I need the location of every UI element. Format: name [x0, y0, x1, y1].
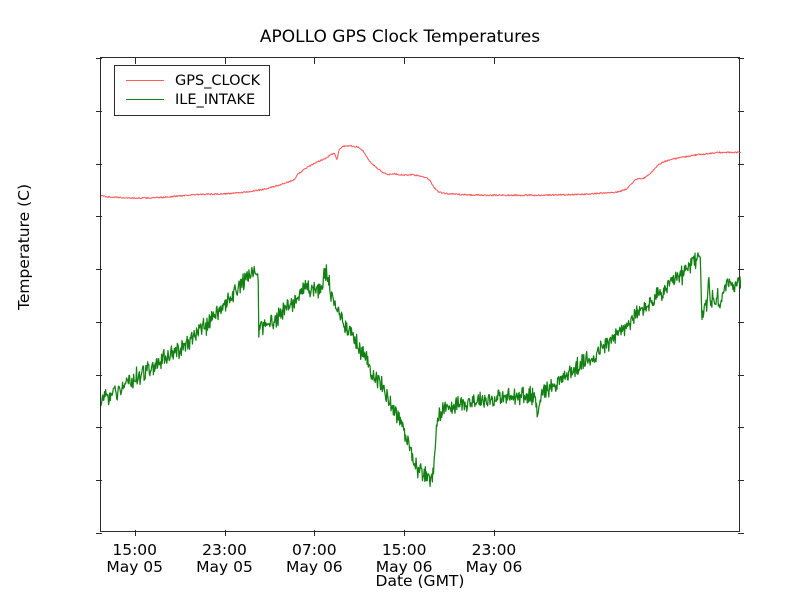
- x-tick: [404, 530, 406, 536]
- y-tick: [96, 480, 102, 482]
- legend: GPS_CLOCK ILE_INTAKE: [114, 65, 271, 116]
- y-tick-right: [738, 321, 744, 323]
- y-tick: [96, 163, 102, 165]
- x-tick-time: 15:00: [381, 541, 427, 559]
- x-tick-date: May 05: [106, 558, 164, 577]
- x-tick-date: May 06: [465, 558, 523, 577]
- legend-swatch-ile-intake: [126, 99, 164, 100]
- x-tick-top: [493, 58, 495, 64]
- x-tick: [224, 530, 226, 536]
- x-tick-time: 23:00: [202, 541, 247, 559]
- y-tick: [96, 321, 102, 323]
- legend-label-ile-intake: ILE_INTAKE: [175, 91, 256, 108]
- legend-label-gps-clock: GPS_CLOCK: [175, 72, 261, 89]
- y-tick: [96, 533, 102, 534]
- x-tick-top: [404, 58, 406, 64]
- x-tick-date: May 06: [375, 558, 433, 577]
- y-tick-right: [738, 533, 744, 534]
- legend-swatch-gps-clock: [126, 80, 164, 81]
- y-tick: [96, 269, 102, 271]
- y-tick-right: [738, 216, 744, 218]
- x-tick-top: [224, 58, 226, 64]
- legend-item: ILE_INTAKE: [124, 90, 260, 109]
- x-tick-date: May 06: [285, 558, 343, 577]
- series-plot: [101, 144, 741, 488]
- x-tick-label: 15:00 May 06: [344, 541, 464, 577]
- x-tick-top: [134, 58, 136, 64]
- y-tick-right: [738, 163, 744, 165]
- x-tick-time: 23:00: [471, 541, 517, 559]
- x-tick-time: 07:00: [291, 541, 337, 559]
- x-tick-label: 15:00 May 05: [75, 541, 195, 577]
- x-tick-label: 23:00 May 06: [434, 541, 554, 577]
- y-tick: [96, 216, 102, 218]
- series-line-ile-intake: [101, 252, 741, 488]
- x-tick-label: 23:00 May 05: [165, 541, 285, 577]
- x-tick-label: 07:00 May 06: [254, 541, 374, 577]
- legend-item: GPS_CLOCK: [124, 71, 260, 90]
- page-title: APOLLO GPS Clock Temperatures: [259, 27, 541, 47]
- y-tick-right: [738, 269, 744, 271]
- x-tick-date: May 05: [196, 558, 253, 577]
- x-tick: [134, 530, 136, 536]
- x-tick: [314, 530, 316, 536]
- y-tick-right: [738, 480, 744, 482]
- y-tick-right: [738, 374, 744, 376]
- y-tick-right: [738, 427, 744, 429]
- x-axis-label: Date (GMT): [375, 572, 465, 590]
- y-tick: [96, 374, 102, 376]
- y-tick: [96, 58, 102, 59]
- y-tick-right: [738, 110, 744, 112]
- x-tick-top: [314, 58, 316, 64]
- x-tick-time: 15:00: [112, 541, 158, 559]
- series-line-gps-clock: [101, 144, 741, 200]
- y-tick-right: [738, 58, 744, 59]
- y-tick: [96, 110, 102, 112]
- y-axis-label: Temperature (C): [15, 183, 33, 311]
- x-tick: [493, 530, 495, 536]
- y-tick: [96, 427, 102, 429]
